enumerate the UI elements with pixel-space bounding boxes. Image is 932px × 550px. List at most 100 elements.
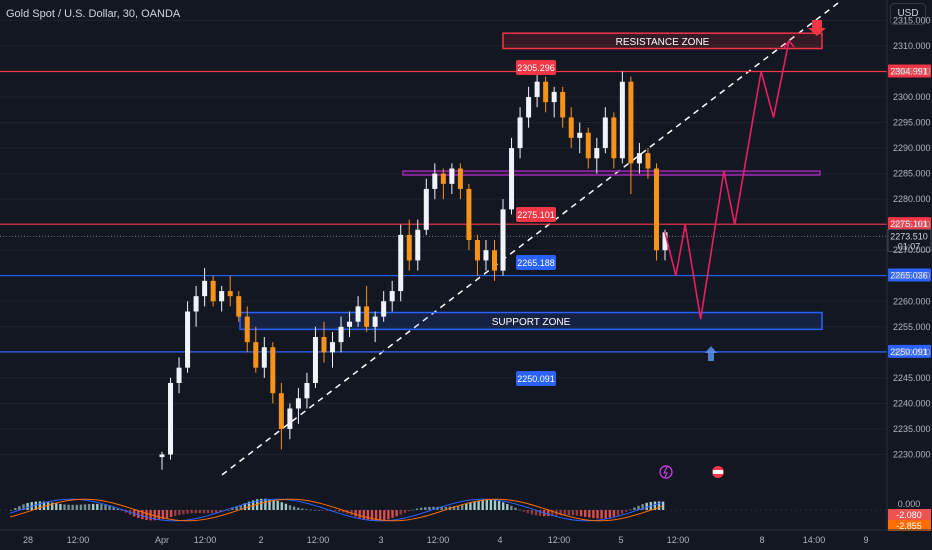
- time-tick-label: 2: [258, 535, 263, 545]
- macd-histogram-bar: [518, 509, 521, 511]
- candle-body: [364, 306, 370, 327]
- price-tick-label: 2315.000: [893, 15, 931, 25]
- candle-body: [202, 280, 208, 297]
- candle-body: [432, 173, 438, 189]
- candle-body: [210, 280, 216, 302]
- macd-histogram-bar: [391, 510, 394, 519]
- time-tick-label: 12:00: [67, 535, 90, 545]
- candle-body: [227, 291, 233, 297]
- price-tick-label: 2255.000: [893, 322, 931, 332]
- macd-histogram-bar: [493, 500, 497, 510]
- macd-histogram-bar: [612, 510, 616, 517]
- macd-histogram-bar: [260, 498, 263, 510]
- candle-body: [244, 316, 250, 343]
- candle-body: [253, 342, 259, 368]
- macd-histogram-bar: [575, 510, 579, 516]
- macd-histogram-bar: [407, 510, 411, 512]
- macd-histogram-bar: [104, 504, 107, 510]
- time-tick-label: 12:00: [667, 535, 690, 545]
- macd-histogram-bar: [264, 498, 267, 510]
- macd-histogram-bar: [46, 501, 50, 510]
- macd-histogram-bar: [161, 510, 165, 520]
- macd-histogram-bar: [342, 510, 345, 513]
- grid: [0, 19, 887, 455]
- candle-body: [176, 367, 182, 383]
- candle-body: [389, 291, 395, 302]
- down-arrow-icon: [808, 20, 826, 36]
- flag-stripe: [713, 470, 723, 474]
- macd-histogram-bar: [42, 501, 46, 510]
- currency-button[interactable]: USD: [890, 3, 926, 25]
- candle-body: [185, 311, 191, 368]
- price-tick-label: 2260.000: [893, 296, 931, 306]
- macd-histogram-bar: [637, 505, 640, 510]
- price-tick-label: 2230.000: [893, 449, 931, 459]
- macd-histogram-bar: [18, 506, 21, 510]
- macd-value-label: -2.855: [896, 521, 922, 531]
- time-axis: 28 12:00 Apr 12:00 2 12:00 3 12:00 4 12:00 5 12:00 8…: [0, 529, 932, 545]
- price-tick-label: 2270.000: [893, 245, 931, 255]
- macd-histogram-bar: [284, 503, 288, 510]
- macd-histogram-bar: [297, 507, 300, 510]
- projection-arrowhead: [783, 39, 795, 49]
- macd-histogram-bar: [108, 505, 111, 510]
- callouts: 2305.296 2275.101 2265.188 2250.091: [516, 60, 724, 479]
- price-tick-label: 2295.000: [893, 118, 931, 128]
- macd-histogram-bar: [399, 510, 402, 515]
- candle-body: [159, 454, 165, 458]
- macd-histogram-bar: [333, 510, 337, 511]
- macd-histogram-bar: [538, 510, 542, 516]
- macd-histogram-bar: [563, 510, 566, 516]
- zone-box: [502, 32, 823, 50]
- macd-histogram-bar: [288, 505, 292, 510]
- candle-body: [415, 229, 421, 261]
- levels: 2304.991 2275.101 2265.036 2250.091 2273.510…: [0, 64, 932, 358]
- price-tick-label: 2300.000: [893, 92, 931, 102]
- candle-body: [304, 382, 310, 399]
- candle-body: [577, 132, 583, 138]
- macd-histogram-bar: [473, 501, 476, 510]
- macd-histogram-bar: [87, 504, 91, 510]
- macd-histogram-bar: [83, 504, 87, 510]
- candle-body: [491, 250, 497, 271]
- macd-histogram-bar: [379, 510, 382, 522]
- candle-body: [526, 97, 532, 118]
- macd-histogram-bar: [215, 510, 218, 513]
- macd-value-label: 0.000: [898, 499, 921, 509]
- price-tick-label: 2280.000: [893, 194, 931, 204]
- macd-histogram-bar: [428, 506, 431, 510]
- macd-histogram-bar: [653, 501, 657, 510]
- macd-histogram-bar: [497, 501, 501, 510]
- macd-histogram-bar: [354, 510, 357, 517]
- macd-histogram-bar: [420, 507, 423, 510]
- macd-value-tag: [888, 520, 931, 531]
- level-tag-label: 2265.036: [890, 271, 928, 281]
- macd-histogram-bar: [71, 504, 74, 510]
- candle-body: [219, 291, 225, 302]
- candle-body: [406, 234, 412, 261]
- candle-body: [261, 347, 267, 368]
- candle-body: [423, 188, 429, 230]
- macd-histogram-bar: [194, 510, 197, 514]
- price-tick-label: 2240.000: [893, 398, 931, 408]
- level-tag-label: 2304.991: [890, 67, 928, 77]
- macd-histogram-bar: [456, 505, 460, 510]
- candle-body: [278, 393, 284, 429]
- macd-histogram-bar: [661, 501, 665, 510]
- level-tag: [888, 217, 931, 231]
- macd-histogram-bar: [530, 510, 534, 515]
- candle-body: [236, 296, 242, 317]
- macd-histogram-bar: [178, 510, 181, 516]
- macd-histogram-bar: [149, 510, 152, 521]
- candle-body: [551, 91, 557, 103]
- time-tick-label: 5: [618, 535, 623, 545]
- projection-path: [664, 20, 826, 361]
- macd-histogram-bar: [198, 510, 201, 514]
- macd-histogram-bar: [51, 502, 54, 510]
- candle-body: [602, 117, 608, 149]
- macd-histogram-bar: [247, 501, 251, 510]
- candle-body: [270, 347, 276, 394]
- signal-line: [9, 498, 663, 522]
- macd-histogram-bar: [620, 510, 624, 514]
